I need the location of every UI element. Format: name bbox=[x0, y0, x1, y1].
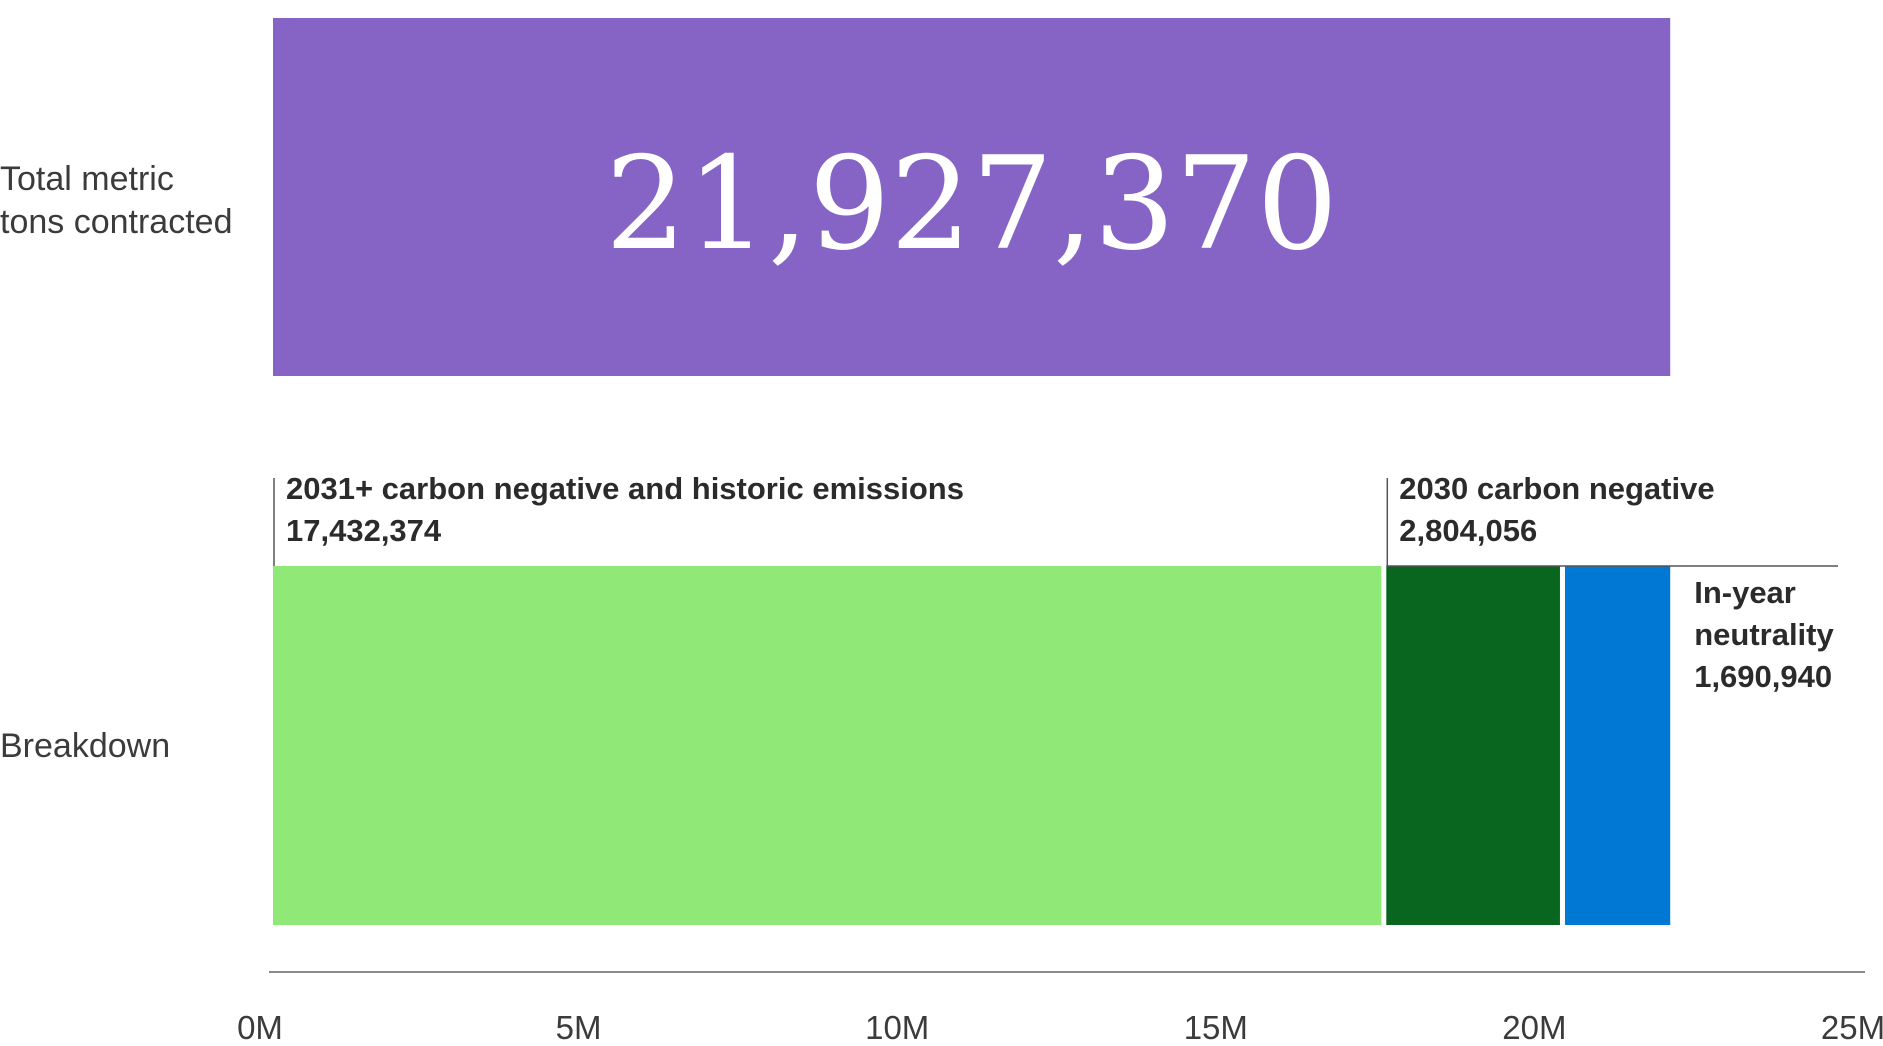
row-label-breakdown: Breakdown bbox=[0, 727, 170, 765]
segment-2031-plus-name: 2031+ carbon negative and historic emiss… bbox=[286, 471, 964, 506]
segment-in-year-name: neutrality bbox=[1694, 617, 1834, 652]
x-tick-label: 10M bbox=[865, 1009, 929, 1046]
x-tick-label: 25M bbox=[1821, 1009, 1883, 1046]
segment-2030-name: 2030 carbon negative bbox=[1399, 471, 1714, 506]
bar-total bbox=[273, 18, 1671, 376]
segment-2031-plus-value: 17,432,374 bbox=[286, 513, 442, 548]
x-tick-label: 15M bbox=[1184, 1009, 1248, 1046]
segment-2030-bar bbox=[1386, 566, 1560, 925]
bar-total-value: 21,927,370 bbox=[605, 130, 1338, 279]
segment-in-year-name: In-year bbox=[1694, 575, 1796, 610]
row-label-total: tons contracted bbox=[0, 203, 232, 241]
segment-2031-plus-bar bbox=[273, 566, 1382, 925]
x-tick-label: 5M bbox=[556, 1009, 602, 1046]
segment-2030-value: 2,804,056 bbox=[1399, 513, 1537, 548]
x-tick-label: 0M bbox=[237, 1009, 283, 1046]
row-label-total: Total metric bbox=[0, 160, 174, 198]
segment-in-year-value: 1,690,940 bbox=[1694, 659, 1832, 694]
segment-in-year-bar bbox=[1564, 566, 1671, 925]
x-tick-label: 20M bbox=[1502, 1009, 1566, 1046]
